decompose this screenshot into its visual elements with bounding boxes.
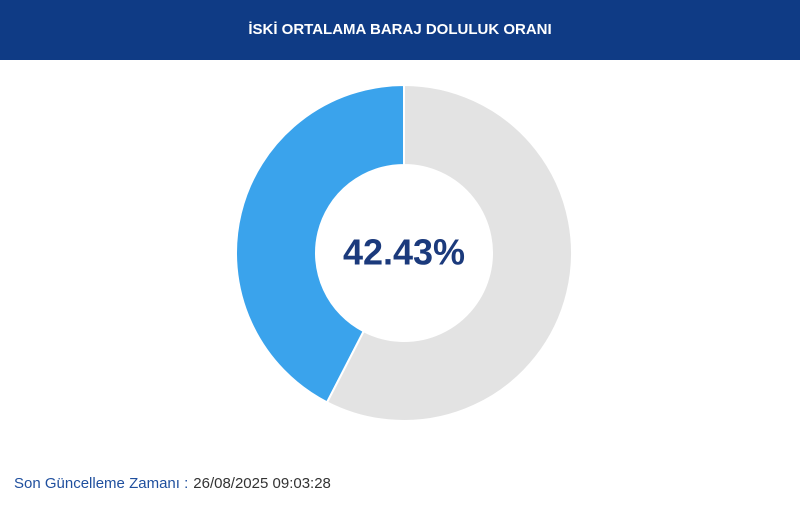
donut-segment xyxy=(235,83,405,404)
chart-title: İSKİ ORTALAMA BARAJ DOLULUK ORANI xyxy=(248,21,551,38)
donut-segment xyxy=(325,83,573,422)
footer: Son Güncelleme Zamanı : 26/08/2025 09:03:… xyxy=(14,475,331,492)
footer-value: 26/08/2025 09:03:28 xyxy=(193,475,331,492)
footer-label: Son Güncelleme Zamanı : xyxy=(14,475,188,492)
header-bar xyxy=(0,0,800,60)
center-value-label: 42.43% xyxy=(343,232,465,273)
donut: 42.43% xyxy=(235,83,573,422)
